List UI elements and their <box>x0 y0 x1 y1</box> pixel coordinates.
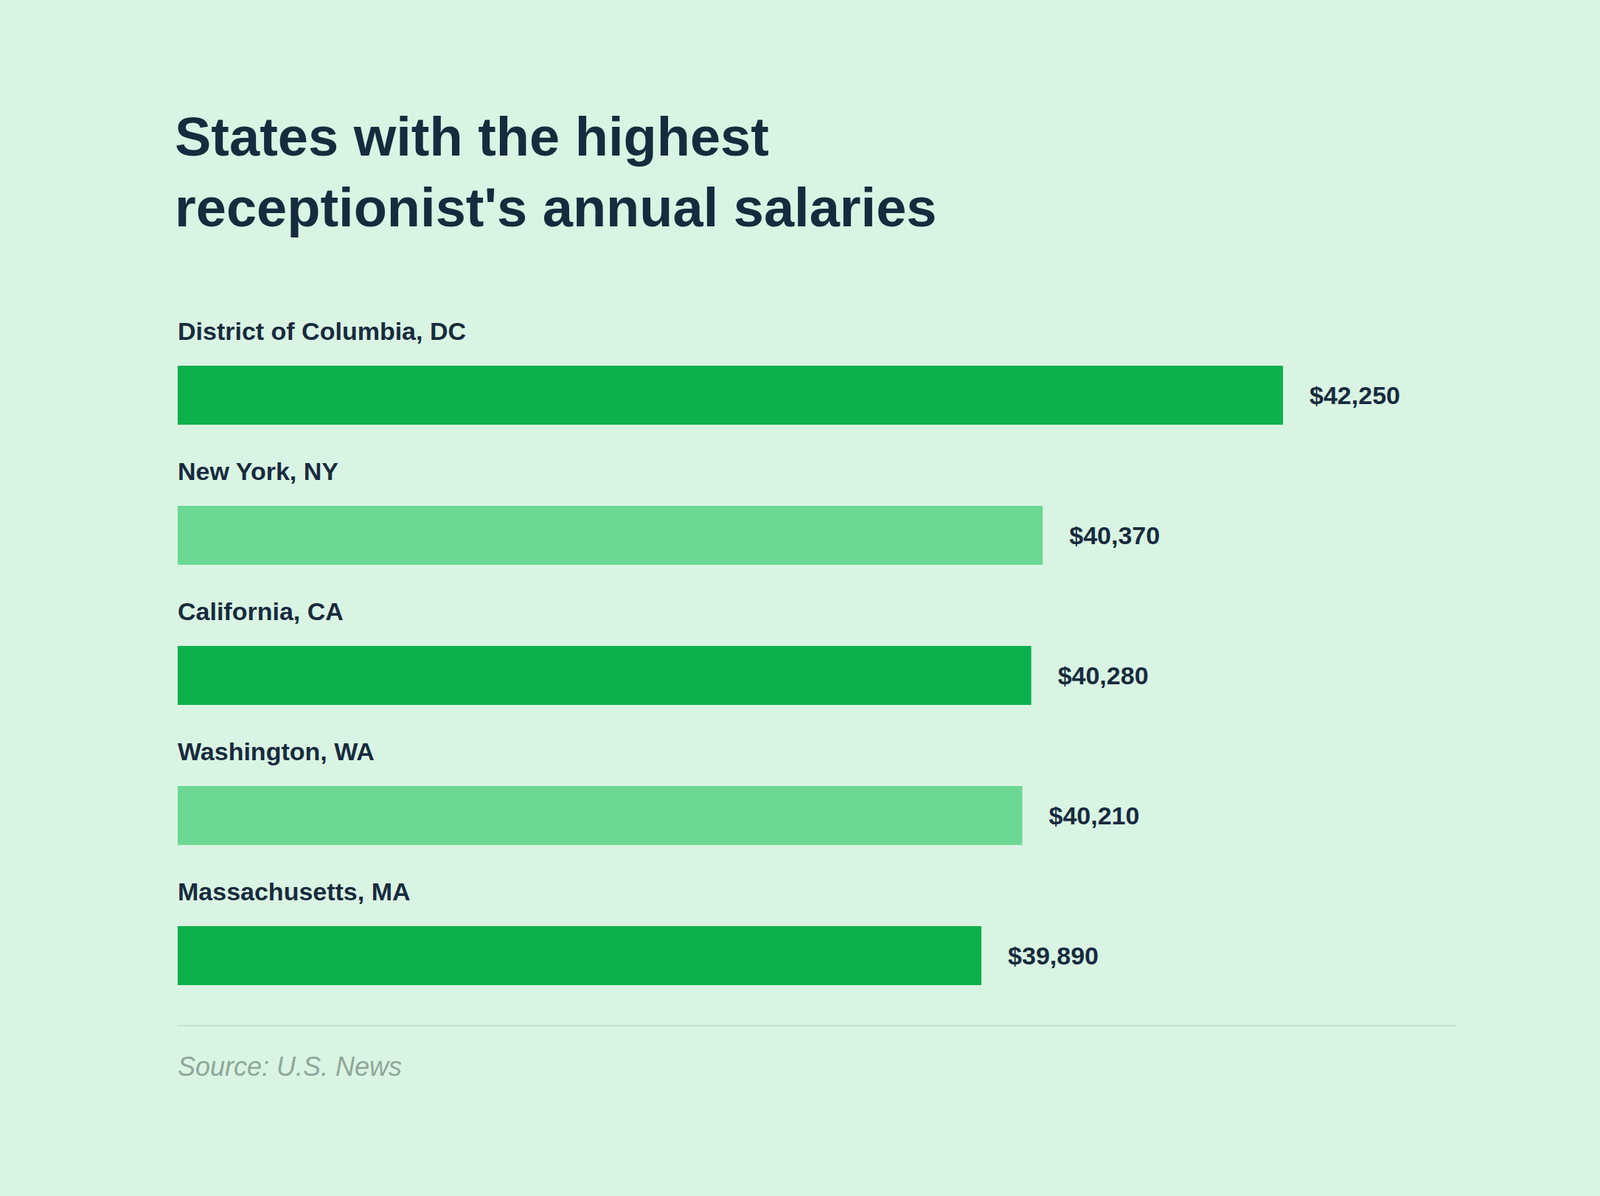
svg-text:$42,250: $42,250 <box>1309 381 1401 410</box>
svg-text:Massachusetts, MA: Massachusetts, MA <box>177 877 411 906</box>
svg-text:New York, NY: New York, NY <box>177 457 339 486</box>
svg-text:$40,210: $40,210 <box>1049 801 1140 830</box>
svg-text:California, CA: California, CA <box>177 597 344 626</box>
svg-text:District of Columbia, DC: District of Columbia, DC <box>177 317 466 346</box>
svg-text:Source: U.S. News: Source: U.S. News <box>177 1051 402 1082</box>
svg-text:Washington, WA: Washington, WA <box>177 737 375 766</box>
svg-text:$40,280: $40,280 <box>1058 661 1149 690</box>
svg-text:$40,370: $40,370 <box>1069 521 1160 550</box>
svg-text:$39,890: $39,890 <box>1007 941 1099 970</box>
svg-text:States with the highest: States with the highest <box>174 106 784 168</box>
svg-text:receptionist's annual salaries: receptionist's annual salaries <box>174 176 937 239</box>
